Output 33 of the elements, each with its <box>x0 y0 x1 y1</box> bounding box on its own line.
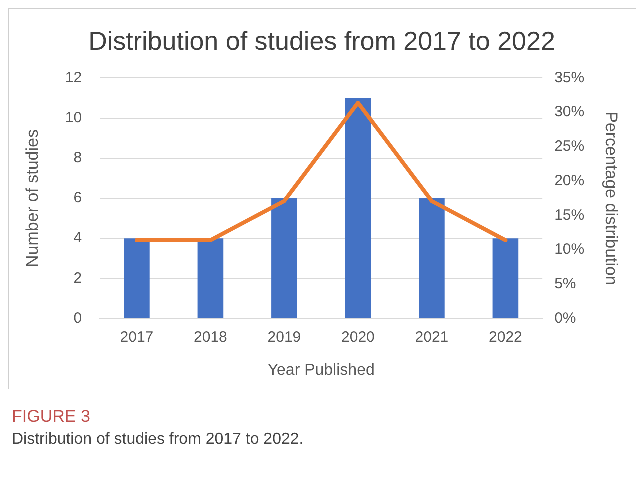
bar <box>492 238 519 318</box>
y-tick-label: 10 <box>65 109 82 126</box>
y2-tick-label: 30% <box>554 104 585 121</box>
y-tick-label: 6 <box>74 190 82 207</box>
text: Distribution of studies from 2017 to 2022. <box>12 431 305 449</box>
y2-tick-label: 0% <box>554 310 576 327</box>
y2-tick-label: 25% <box>554 138 585 156</box>
bar <box>124 238 150 318</box>
x-tick-label: 2019 <box>268 328 302 346</box>
x-tick-label: 2020 <box>342 328 375 346</box>
y2-tick-label: 15% <box>554 206 585 224</box>
y2-tick-label: 5% <box>554 276 576 293</box>
chart-title: Distribution of studies from 2017 to 2022 <box>88 26 556 56</box>
bar <box>345 98 372 318</box>
y2-tick-label: 20% <box>554 172 585 190</box>
y-tick-label: 4 <box>74 230 82 247</box>
y-tick-label: 2 <box>74 270 82 287</box>
y2-tick-label: 35% <box>554 69 585 86</box>
x-tick-label: 2022 <box>489 328 522 346</box>
bar <box>272 198 298 318</box>
x-axis-title: Year Published <box>268 362 375 379</box>
y-tick-label: 8 <box>74 150 82 167</box>
x-tick-label: 2021 <box>415 328 449 346</box>
bar <box>419 198 445 318</box>
bar <box>198 238 224 318</box>
caption: FIGURE 3 <box>12 407 92 427</box>
y2-axis-title: Percentage distribution <box>602 112 622 286</box>
x-tick-label: 2018 <box>194 328 228 346</box>
x-tick-label: 2017 <box>120 328 154 346</box>
y-tick-label: 12 <box>65 69 82 86</box>
y2-tick-label: 10% <box>554 241 585 258</box>
y-tick-label: 0 <box>74 310 82 327</box>
y-axis-title: Number of studies <box>22 130 42 268</box>
